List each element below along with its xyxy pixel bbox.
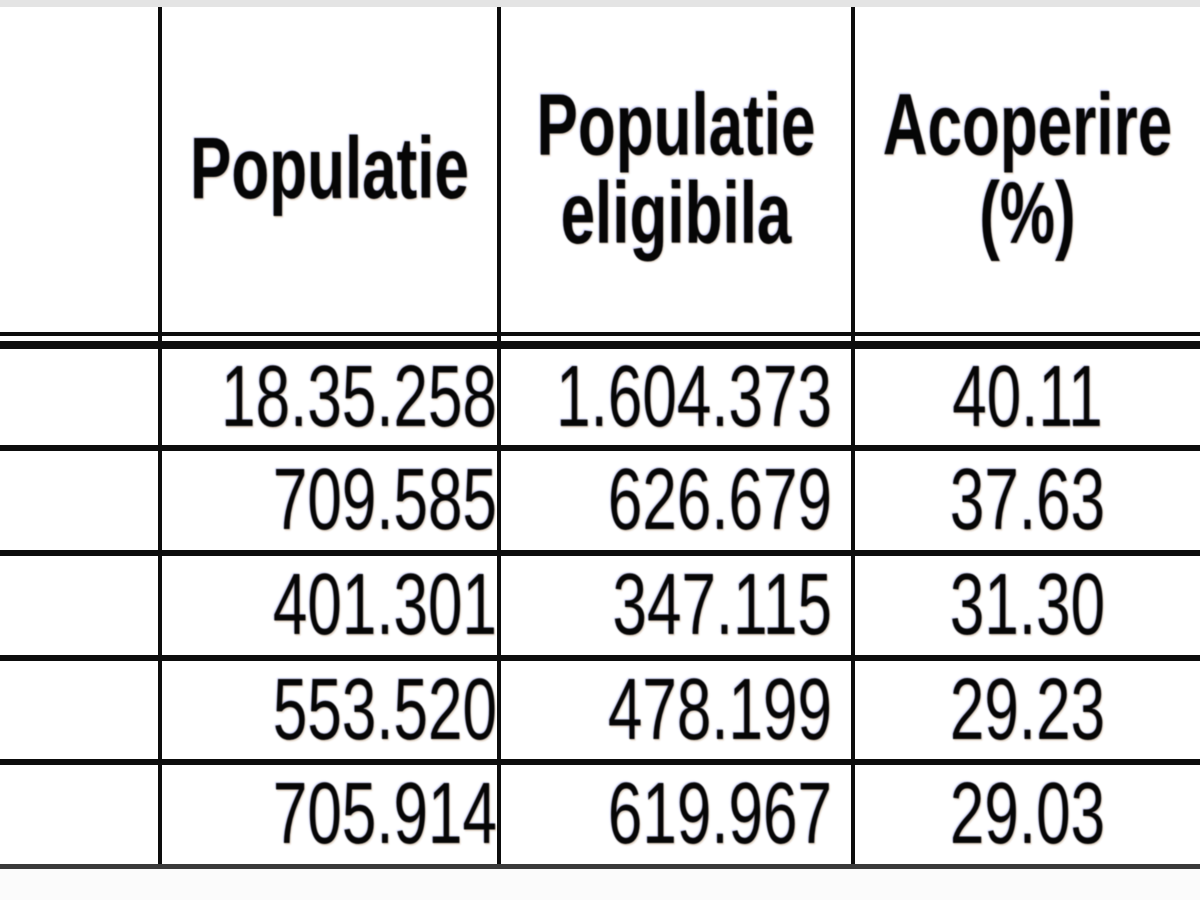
header-label-populatie-eligibila: Populatie eligibila: [536, 77, 816, 262]
header-bottom-rule-thin: [0, 332, 1200, 336]
top-grey-strip: [0, 0, 1200, 7]
row-separator-4: [0, 759, 1200, 765]
value-eligibila-1: 1.604.373: [556, 349, 832, 446]
header-cell-populatie: Populatie: [162, 7, 497, 364]
value-populatie-5: 705.914: [272, 766, 497, 863]
row-label-cell-3: [0, 556, 158, 655]
value-acoperire-3: 31.30: [949, 557, 1106, 654]
value-acoperire-4: 29.23: [949, 661, 1106, 759]
value-eligibila-2: 626.679: [607, 452, 832, 549]
row-label-cell-2: [0, 451, 158, 550]
header-cell-acoperire: Acoperire (%): [855, 7, 1200, 364]
table-bottom-rule: [0, 864, 1200, 869]
value-acoperire-5: 29.03: [949, 766, 1106, 863]
value-eligibila-4: 478.199: [607, 661, 832, 759]
value-populatie-1: 18.35.258: [221, 349, 497, 446]
cell-acoperire-row-1: 40.11: [855, 350, 1200, 445]
row-label-cell-1: [0, 350, 158, 445]
header-bottom-rule-thick: [0, 341, 1200, 349]
cell-populatie-row-1: 18.35.258: [162, 350, 527, 445]
header-label-acoperire: Acoperire (%): [882, 77, 1173, 262]
cell-eligibila-row-3: 347.115: [501, 556, 851, 655]
column-divider-1: [158, 7, 162, 869]
row-separator-1: [0, 445, 1200, 451]
row-label-cell-4: [0, 661, 158, 759]
value-eligibila-5: 619.967: [607, 766, 832, 863]
area-below-table: [0, 869, 1200, 900]
row-label-cell-header: [0, 7, 158, 332]
cell-populatie-row-2: 709.585: [162, 451, 527, 550]
cell-acoperire-row-4: 29.23: [855, 661, 1200, 759]
cell-acoperire-row-2: 37.63: [855, 451, 1200, 550]
cell-acoperire-row-3: 31.30: [855, 556, 1200, 655]
cell-populatie-row-4: 553.520: [162, 661, 527, 759]
value-eligibila-3: 347.115: [612, 557, 832, 654]
cell-populatie-row-5: 705.914: [162, 765, 527, 864]
value-populatie-2: 709.585: [272, 452, 497, 549]
column-divider-3: [851, 7, 855, 869]
cell-eligibila-row-4: 478.199: [501, 661, 851, 759]
header-cell-populatie-eligibila: Populatie eligibila: [501, 7, 851, 364]
cell-eligibila-row-1: 1.604.373: [501, 350, 851, 445]
cell-eligibila-row-5: 619.967: [501, 765, 851, 864]
cell-acoperire-row-5: 29.03: [855, 765, 1200, 864]
header-label-populatie: Populatie: [189, 121, 470, 218]
value-populatie-3: 401.301: [272, 557, 497, 654]
row-separator-3: [0, 655, 1200, 661]
value-acoperire-2: 37.63: [949, 452, 1106, 549]
column-divider-2: [497, 7, 501, 869]
cell-eligibila-row-2: 626.679: [501, 451, 851, 550]
row-separator-2: [0, 550, 1200, 556]
value-acoperire-1: 40.11: [952, 349, 1103, 446]
value-populatie-4: 553.520: [272, 661, 497, 759]
cell-populatie-row-3: 401.301: [162, 556, 527, 655]
row-label-cell-5: [0, 765, 158, 864]
